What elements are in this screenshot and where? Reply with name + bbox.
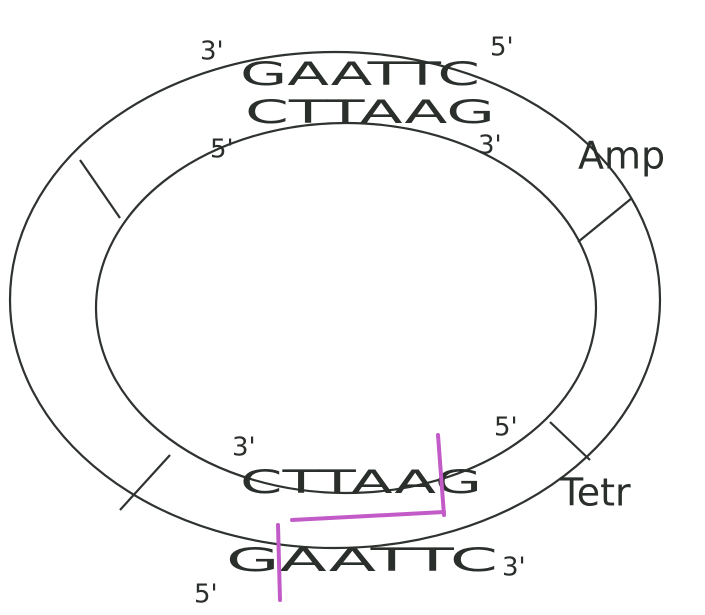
sequence: CTTAAG [240, 463, 482, 501]
strand-end: 3' [232, 433, 256, 463]
cut-mark [278, 525, 280, 600]
strand-end: 5' [194, 580, 218, 610]
gene-label: Amp [578, 134, 665, 178]
plasmid-diagram: 3' GAATTC 5' 5' CTTAAG 3' Amp 3' CTTAAG … [0, 0, 705, 615]
sequence: GAATTC [240, 55, 480, 93]
cut-mark [292, 512, 444, 520]
segment-divider [550, 422, 590, 460]
strand-end: 5' [494, 413, 518, 443]
segment-divider [578, 198, 632, 242]
strand-end: 3' [502, 553, 526, 583]
segment-divider [80, 160, 120, 218]
page: {"labels": {"amp": "Amp", "tetr": "Tetr"… [0, 0, 705, 615]
strand-end: 3' [478, 131, 502, 161]
strand-end: 5' [210, 135, 234, 165]
sequence: CTTAAG [245, 93, 495, 131]
strand-end: 3' [200, 37, 224, 67]
sequence: GAATTC [226, 541, 498, 579]
gene-label: Tetr [559, 471, 631, 515]
strand-end: 5' [490, 33, 514, 63]
inner-strand [96, 123, 596, 493]
